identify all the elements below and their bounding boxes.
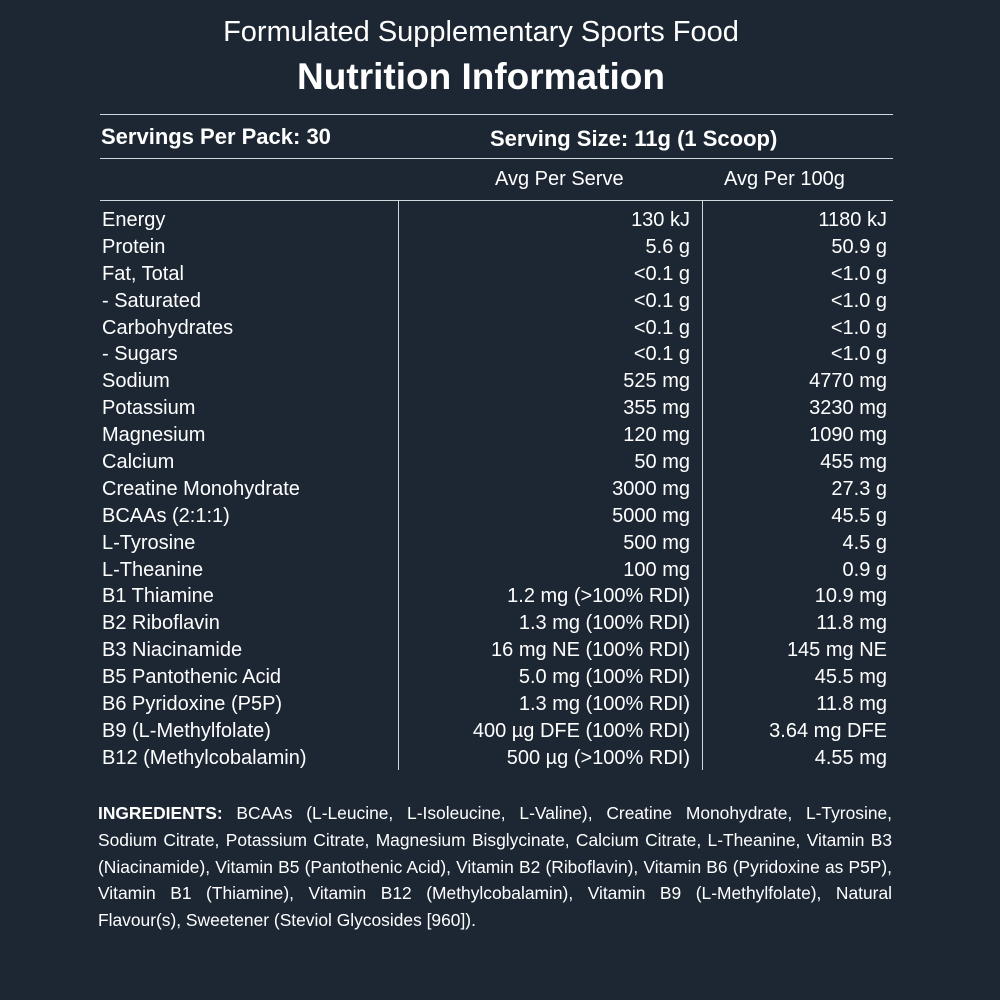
ingredients-label: INGREDIENTS: <box>98 803 223 823</box>
per-serve-value: <0.1 g <box>633 316 690 339</box>
per-serve-value: 130 kJ <box>631 209 690 231</box>
nutrient-name: - Saturated <box>102 289 201 312</box>
nutrient-name: Fat, Total <box>102 262 184 285</box>
per-serve-value: 500 mg <box>623 531 690 554</box>
nutrient-name: Protein <box>102 235 166 258</box>
table-row: Carbohydrates <0.1 g <1.0 g <box>0 317 1000 344</box>
per-serve-value: 500 µg (>100% RDI) <box>506 746 690 769</box>
per-100g-value: 455 mg <box>820 451 887 474</box>
table-row: B12 (Methylcobalamin) 500 µg (>100% RDI) 4… <box>0 747 1000 774</box>
per-serve-value: <0.1 g <box>633 343 690 366</box>
per-100g-value: 1090 mg <box>809 424 887 447</box>
nutrient-name: Calcium <box>102 451 175 474</box>
nutrient-name: Creatine Monohydrate <box>102 477 300 500</box>
per-serve-value: 1.3 mg (100% RDI) <box>518 693 690 716</box>
table-row: Magnesium 120 mg 1090 mg <box>0 424 1000 451</box>
serving-size: Serving Size: 11g (1 Scoop) <box>490 126 778 151</box>
table-row: Potassium 355 mg 3230 mg <box>0 397 1000 424</box>
nutrient-name: Carbohydrates <box>102 316 234 339</box>
per-serve-value: 120 mg <box>623 424 690 447</box>
per-100g-value: 45.5 mg <box>814 666 887 689</box>
nutrient-name: B12 (Methylcobalamin) <box>102 746 307 769</box>
per-100g-value: 3.64 mg DFE <box>769 719 887 742</box>
nutrient-name: Sodium <box>102 370 170 393</box>
per-serve-value: <0.1 g <box>633 262 690 285</box>
table-row: B5 Pantothenic Acid 5.0 mg (100% RDI) 45.5… <box>0 666 1000 693</box>
table-row: Calcium 50 mg 455 mg <box>0 451 1000 478</box>
ingredients-block: INGREDIENTS: BCAAs (L-Leucine, L-Isoleuc… <box>98 800 892 934</box>
table-row: L-Tyrosine 500 mg 4.5 g <box>0 532 1000 559</box>
per-100g-value: <1.0 g <box>830 316 887 339</box>
per-100g-value: 45.5 g <box>831 504 887 527</box>
servings-per-pack: Servings Per Pack: 30 <box>101 124 331 149</box>
per-serve-value: 16 mg NE (100% RDI) <box>491 639 690 662</box>
table-row: Energy 130 kJ 1180 kJ <box>0 209 1000 236</box>
nutrient-name: L-Theanine <box>102 558 204 581</box>
table-row: L-Theanine 100 mg 0.9 g <box>0 559 1000 586</box>
nutrient-name: Potassium <box>102 397 196 420</box>
table-row: Creatine Monohydrate 3000 mg 27.3 g <box>0 478 1000 505</box>
per-100g-value: 50.9 g <box>831 235 887 258</box>
table-row: B6 Pyridoxine (P5P) 1.3 mg (100% RDI) 11.8… <box>0 693 1000 720</box>
per-serve-value: 5.6 g <box>645 235 690 258</box>
per-100g-value: 4.5 g <box>842 531 887 554</box>
per-serve-value: 1.2 mg (>100% RDI) <box>507 585 690 608</box>
per-serve-value: 50 mg <box>634 451 690 474</box>
per-serve-value: <0.1 g <box>633 289 690 312</box>
per-100g-value: 3230 mg <box>809 397 887 420</box>
per-100g-value: <1.0 g <box>830 289 887 312</box>
nutrient-name: L-Tyrosine <box>102 531 196 554</box>
per-100g-value: <1.0 g <box>830 343 887 366</box>
table-row: B2 Riboflavin 1.3 mg (100% RDI) 11.8 mg <box>0 612 1000 639</box>
nutrient-name: B9 (L-Methylfolate) <box>102 719 271 742</box>
column-header-per-serve: Avg Per Serve <box>495 168 624 190</box>
per-100g-value: 11.8 mg <box>816 612 887 635</box>
table-row: B9 (L-Methylfolate) 400 µg DFE (100% RDI)… <box>0 720 1000 747</box>
nutrient-name: B1 Thiamine <box>102 585 214 608</box>
table-row: Sodium 525 mg 4770 mg <box>0 370 1000 397</box>
nutrient-name: BCAAs (2:1:1) <box>102 504 230 527</box>
nutrient-name: - Sugars <box>102 343 178 366</box>
nutrient-name: Magnesium <box>102 424 206 447</box>
column-divider-right <box>702 200 703 770</box>
per-serve-value: 355 mg <box>623 397 690 420</box>
per-serve-value: 3000 mg <box>612 477 690 500</box>
product-subtitle: Formulated Supplementary Sports Food <box>223 16 739 48</box>
per-serve-value: 100 mg <box>623 558 690 581</box>
column-divider-left <box>398 200 399 770</box>
table-row: Protein 5.6 g 50.9 g <box>0 236 1000 263</box>
per-100g-value: <1.0 g <box>830 262 887 285</box>
top-rule <box>100 114 893 115</box>
per-serve-value: 525 mg <box>623 370 690 393</box>
table-row: - Sugars <0.1 g <1.0 g <box>0 343 1000 370</box>
table-row: BCAAs (2:1:1) 5000 mg 45.5 g <box>0 505 1000 532</box>
per-100g-value: 10.9 mg <box>814 585 887 608</box>
per-100g-value: 11.8 mg <box>816 693 887 716</box>
nutrient-name: B3 Niacinamide <box>102 639 243 662</box>
column-header-per-100g: Avg Per 100g <box>724 168 845 190</box>
per-100g-value: 4.55 mg <box>814 746 887 769</box>
per-100g-value: 27.3 g <box>831 477 887 500</box>
per-100g-value: 145 mg NE <box>786 639 887 662</box>
header-rule <box>100 200 893 201</box>
per-100g-value: 4770 mg <box>809 370 887 393</box>
ingredients-text: BCAAs (L-Leucine, L-Isoleucine, L-Valine… <box>98 803 892 931</box>
table-row: B3 Niacinamide 16 mg NE (100% RDI) 145 mg … <box>0 639 1000 666</box>
nutrient-name: B2 Riboflavin <box>102 612 220 635</box>
per-100g-value: 0.9 g <box>842 558 887 581</box>
panel-title: Nutrition Information <box>297 56 665 97</box>
per-serve-value: 400 µg DFE (100% RDI) <box>472 719 690 742</box>
table-row: - Saturated <0.1 g <1.0 g <box>0 290 1000 317</box>
per-serve-value: 5000 mg <box>612 504 690 527</box>
per-serve-value: 5.0 mg (100% RDI) <box>518 666 690 689</box>
nutrition-table: Energy 130 kJ 1180 kJ Protein 5.6 g 50.9 g Fat… <box>0 209 1000 774</box>
table-row: Fat, Total <0.1 g <1.0 g <box>0 263 1000 290</box>
nutrient-name: B6 Pyridoxine (P5P) <box>102 693 283 716</box>
table-row: B1 Thiamine 1.2 mg (>100% RDI) 10.9 mg <box>0 585 1000 612</box>
per-serve-value: 1.3 mg (100% RDI) <box>518 612 690 635</box>
servings-rule <box>100 158 893 159</box>
nutrient-name: B5 Pantothenic Acid <box>102 666 282 689</box>
nutrient-name: Energy <box>102 209 166 231</box>
per-100g-value: 1180 kJ <box>818 209 887 231</box>
